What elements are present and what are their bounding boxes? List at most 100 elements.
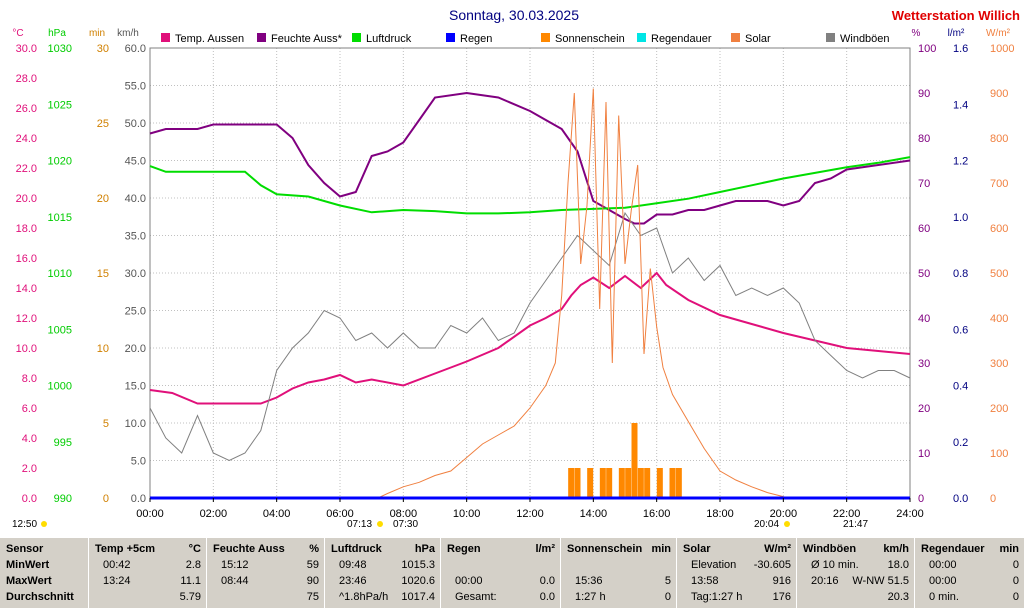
stats-header: Feuchte Auss% <box>207 541 325 557</box>
stats-cell-value: 59 <box>306 559 319 571</box>
x-tick-label: 02:00 <box>200 508 228 520</box>
stats-cell-label: ^1.8hPa/h <box>339 591 389 603</box>
stats-header-unit: hPa <box>414 543 435 555</box>
axis-tick-solar: 500 <box>990 268 1008 280</box>
sunrise-marker: 07:13 <box>347 519 372 530</box>
unit-wind: km/h <box>117 28 139 39</box>
axis-tick-pressure: 1030 <box>48 43 72 55</box>
stats-cell-value: 20.3 <box>887 591 909 603</box>
stats-row: 23:46 1020.6 <box>325 573 441 589</box>
sunshine-bar <box>644 468 651 498</box>
stats-header-unit: % <box>309 543 319 555</box>
x-tick-label: 12:00 <box>516 508 544 520</box>
axis-tick-wind: 10.0 <box>125 418 146 430</box>
stats-cell-value: 18.0 <box>887 559 909 571</box>
axis-tick-minutes: 30 <box>97 43 109 55</box>
unit-rain: l/m² <box>948 28 965 39</box>
legend-swatch <box>826 33 835 42</box>
legend-label: Regen <box>460 33 492 45</box>
stats-cell-value: 75 <box>306 591 319 603</box>
stats-cell-label: 13:58 <box>691 575 719 587</box>
x-tick-label: 22:00 <box>833 508 861 520</box>
unit-temp: °C <box>12 28 23 39</box>
stats-row: 13:58 916 <box>677 573 797 589</box>
sunshine-bar <box>599 468 606 498</box>
axis-tick-pressure: 990 <box>54 493 72 505</box>
axis-tick-wind: 5.0 <box>131 456 146 468</box>
sunset-marker: 20:04 <box>754 519 779 530</box>
stats-row <box>561 557 677 573</box>
stats-header-title: Feuchte Auss <box>213 543 285 555</box>
stats-row: Gesamt: 0.0 <box>441 589 561 605</box>
x-tick-label: 00:00 <box>136 508 164 520</box>
sunrise2-marker: 07:30 <box>393 519 418 530</box>
legend-swatch <box>161 33 170 42</box>
axis-tick-pressure: 1005 <box>48 324 72 336</box>
axis-tick-temp: 0.0 <box>22 493 37 505</box>
axis-tick-humidity: 10 <box>918 448 930 460</box>
legend-label: Feuchte Auss* <box>271 33 343 45</box>
sunshine-bar <box>618 468 625 498</box>
stats-row: ^1.8hPa/h 1017.4 <box>325 589 441 605</box>
sunrise-icon <box>377 521 383 527</box>
stats-cell-value: 176 <box>772 591 791 603</box>
series-line-solar <box>150 88 910 499</box>
stats-column: Luftdruck hPa 09:48 1015.3 23:46 1020.6 ^1.8hP… <box>324 538 441 608</box>
stats-cell-value: 0.0 <box>539 575 555 587</box>
stats-table: Sensor MinWert MaxWert Durchschnitt Temp +5c… <box>0 538 1024 608</box>
axis-tick-humidity: 80 <box>918 133 930 145</box>
stats-column: Regen l/m² 00:00 0.0 Gesamt: 0.0 <box>440 538 561 608</box>
stats-column: Regendauer min 00:00 0 00:00 0 0 min. 0 <box>914 538 1024 608</box>
legend-swatch <box>541 33 550 42</box>
stats-row: 75 <box>207 589 325 605</box>
weather-chart: Sonntag, 30.03.2025 Wetterstation Willic… <box>12 7 1020 530</box>
axis-tick-minutes: 0 <box>103 493 109 505</box>
axis-tick-humidity: 20 <box>918 403 930 415</box>
stats-row: 13:24 11.1 <box>89 573 207 589</box>
stats-cell-value: 1017.4 <box>401 591 435 603</box>
sun-icon <box>41 521 47 527</box>
stats-header: Luftdruck hPa <box>325 541 441 557</box>
axis-tick-temp: 6.0 <box>22 403 37 415</box>
stats-row: 00:00 0 <box>915 573 1024 589</box>
stats-row: 00:00 0.0 <box>441 573 561 589</box>
stats-cell-label: 00:42 <box>103 559 131 571</box>
stats-header-unit: W/m² <box>764 543 791 555</box>
stats-header-unit: min <box>651 543 671 555</box>
axis-tick-wind: 55.0 <box>125 81 146 93</box>
stats-row: 09:48 1015.3 <box>325 557 441 573</box>
axis-tick-solar: 0 <box>990 493 996 505</box>
axis-tick-rain: 0.6 <box>953 324 968 336</box>
series-layer <box>149 88 911 500</box>
sunset2-marker: 21:47 <box>843 519 868 530</box>
axis-tick-temp: 4.0 <box>22 433 37 445</box>
stats-row: 08:44 90 <box>207 573 325 589</box>
axis-tick-pressure: 1020 <box>48 156 72 168</box>
stats-row: 5.79 <box>89 589 207 605</box>
stats-row: Elevation -30.605 <box>677 557 797 573</box>
axis-tick-rain: 1.2 <box>953 156 968 168</box>
stats-row: Ø 10 min. 18.0 <box>797 557 915 573</box>
x-tick-label: 14:00 <box>580 508 608 520</box>
axis-tick-temp: 16.0 <box>16 253 37 265</box>
legend: Temp. Aussen Feuchte Auss* Luftdruck Regen S… <box>161 33 890 45</box>
stats-row: Tag:1:27 h 176 <box>677 589 797 605</box>
stats-column: Sensor MinWert MaxWert Durchschnitt <box>0 538 88 608</box>
stats-row: 20.3 <box>797 589 915 605</box>
axis-tick-humidity: 30 <box>918 358 930 370</box>
stats-header-title: Windböen <box>803 543 857 555</box>
stats-cell-value: 5 <box>664 575 671 587</box>
x-tick-label: 10:00 <box>453 508 481 520</box>
axes: 30.0 28.0 26.0 24.0 22.0 20.0 18.0 16.0 14.0 12.0… <box>16 43 1015 505</box>
stats-header-title: Solar <box>683 543 711 555</box>
stats-cell-label: 13:24 <box>103 575 131 587</box>
stats-cell-label: Ø 10 min. <box>811 559 859 571</box>
stats-column: Temp +5cm °C 00:42 2.8 13:24 11.1 5.79 <box>88 538 207 608</box>
stats-cell-value: 916 <box>772 575 791 587</box>
stats-row: 00:00 0 <box>915 557 1024 573</box>
stats-row: 15:36 5 <box>561 573 677 589</box>
axis-tick-solar: 1000 <box>990 43 1014 55</box>
stats-cell-label: 09:48 <box>339 559 367 571</box>
stats-cell-label: 23:46 <box>339 575 367 587</box>
axis-tick-wind: 0.0 <box>131 493 146 505</box>
